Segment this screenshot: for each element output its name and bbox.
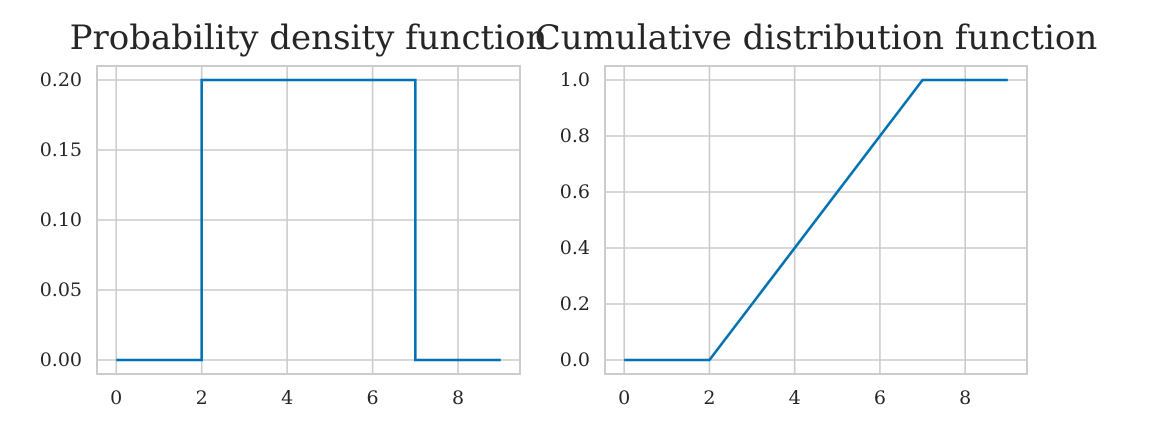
- series-line: [116, 78, 501, 362]
- y-tick-label: 0.2: [560, 293, 590, 315]
- x-tick-label: 2: [703, 387, 715, 409]
- subplot-1: 0 2 4 6 8 0.00 0.05 0.10 0.15 0.20 Probability den…: [40, 18, 548, 409]
- y-tick-label: 1.0: [560, 69, 590, 91]
- x-tick-label: 8: [959, 387, 971, 409]
- x-tick-label: 0: [618, 387, 630, 409]
- subplot-2: 0 2 4 6 8 0.0 0.2 0.4 0.6 0.8 1.0 Cumulative distri…: [535, 18, 1097, 409]
- y-tick-label: 0.8: [560, 125, 590, 147]
- series-line: [624, 78, 1008, 362]
- y-tick-label: 0.0: [560, 349, 590, 371]
- y-tick-label: 0.05: [40, 279, 82, 301]
- x-tick-label: 6: [367, 387, 379, 409]
- axes-frame: [96, 65, 521, 375]
- y-tick-label: 0.15: [40, 139, 82, 161]
- x-tick-label: 6: [874, 387, 886, 409]
- y-tick-label: 0.20: [40, 69, 82, 91]
- subplot-title: Probability density function: [70, 18, 548, 58]
- subplot-title: Cumulative distribution function: [535, 18, 1097, 58]
- axes-frame: [604, 65, 1028, 375]
- x-tick-label: 0: [110, 387, 122, 409]
- x-tick-label: 4: [789, 387, 801, 409]
- x-tick-label: 2: [196, 387, 208, 409]
- x-tick-label: 4: [281, 387, 293, 409]
- y-tick-label: 0.10: [40, 209, 82, 231]
- y-tick-label: 0.00: [40, 349, 82, 371]
- y-tick-label: 0.6: [560, 181, 590, 203]
- x-tick-label: 8: [452, 387, 464, 409]
- y-tick-label: 0.4: [560, 237, 590, 259]
